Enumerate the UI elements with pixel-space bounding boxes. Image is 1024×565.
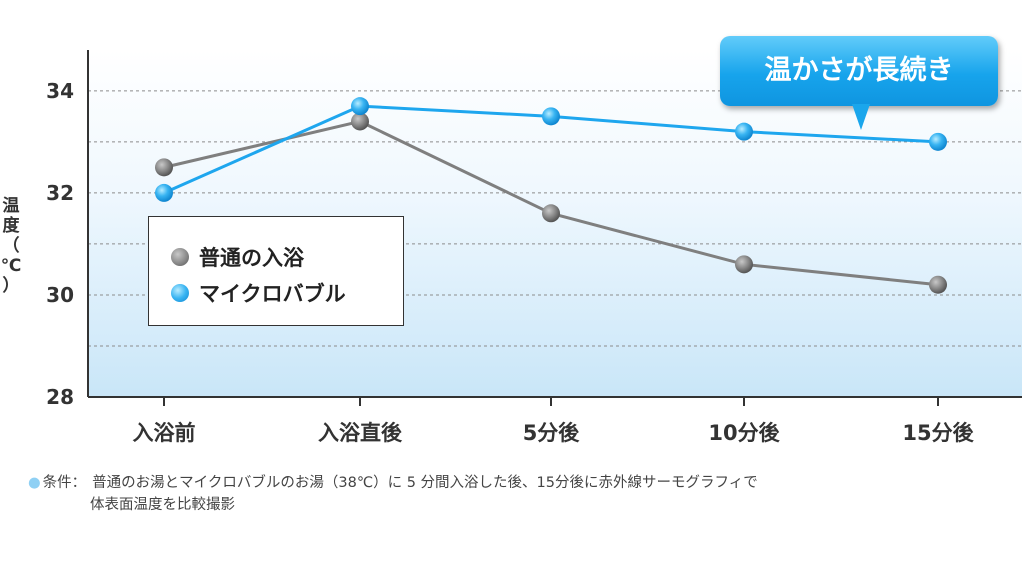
legend-item-normal-bath: 普通の入浴 bbox=[171, 243, 304, 271]
note-label: 条件： bbox=[42, 475, 87, 491]
y-axis-label-char: 温 bbox=[2, 196, 20, 216]
x-tick-label: 入浴前 bbox=[133, 421, 196, 445]
legend-label: 普通の入浴 bbox=[199, 246, 304, 270]
data-point bbox=[155, 183, 173, 202]
data-point bbox=[735, 122, 753, 141]
data-point bbox=[542, 107, 560, 126]
note-line-1: 普通のお湯とマイクロバブルのお湯（38℃）に 5 分間入浴した後、15分後に赤外… bbox=[92, 475, 758, 491]
y-tick-label: 32 bbox=[46, 181, 74, 205]
y-tick-label: 30 bbox=[46, 283, 74, 307]
x-tick-label: 入浴直後 bbox=[318, 421, 403, 445]
y-axis-label-char: ℃ bbox=[0, 256, 22, 276]
data-point bbox=[351, 97, 369, 116]
data-point bbox=[155, 158, 173, 177]
callout-pointer bbox=[852, 104, 870, 130]
y-axis-label-char: （ bbox=[2, 236, 20, 256]
x-tick-label: 5分後 bbox=[523, 421, 581, 445]
y-axis-label-char: ） bbox=[2, 276, 20, 296]
y-axis-label-char: 度 bbox=[2, 216, 20, 236]
note-line-2: 体表面温度を比較撮影 bbox=[90, 497, 235, 513]
legend-item-microbubble: マイクロバブル bbox=[171, 279, 346, 307]
bullet-icon: ● bbox=[28, 475, 41, 491]
footnote: ● 条件： 普通のお湯とマイクロバブルのお湯（38℃）に 5 分間入浴した後、1… bbox=[28, 472, 758, 516]
legend-label: マイクロバブル bbox=[199, 282, 346, 306]
annotation-callout: 温かさが長続き bbox=[720, 36, 998, 106]
blue-dot-icon bbox=[171, 284, 189, 302]
data-point bbox=[929, 275, 947, 294]
y-axis-label: 温 度 （ ℃ ） bbox=[0, 196, 22, 296]
x-tick-labels: 入浴前 入浴直後 5分後 10分後 15分後 bbox=[133, 421, 975, 445]
data-point bbox=[542, 204, 560, 223]
legend: 普通の入浴 マイクロバブル bbox=[148, 216, 404, 326]
data-point bbox=[929, 132, 947, 151]
x-tick-label: 10分後 bbox=[708, 421, 780, 445]
data-point bbox=[351, 112, 369, 131]
axes bbox=[87, 50, 1022, 406]
y-tick-label: 34 bbox=[46, 79, 74, 103]
x-tick-label: 15分後 bbox=[902, 421, 974, 445]
data-point bbox=[735, 255, 753, 274]
series-group bbox=[155, 97, 947, 294]
y-tick-labels: 28 30 32 34 bbox=[46, 79, 74, 409]
grey-dot-icon bbox=[171, 248, 189, 266]
y-tick-label: 28 bbox=[46, 385, 74, 409]
